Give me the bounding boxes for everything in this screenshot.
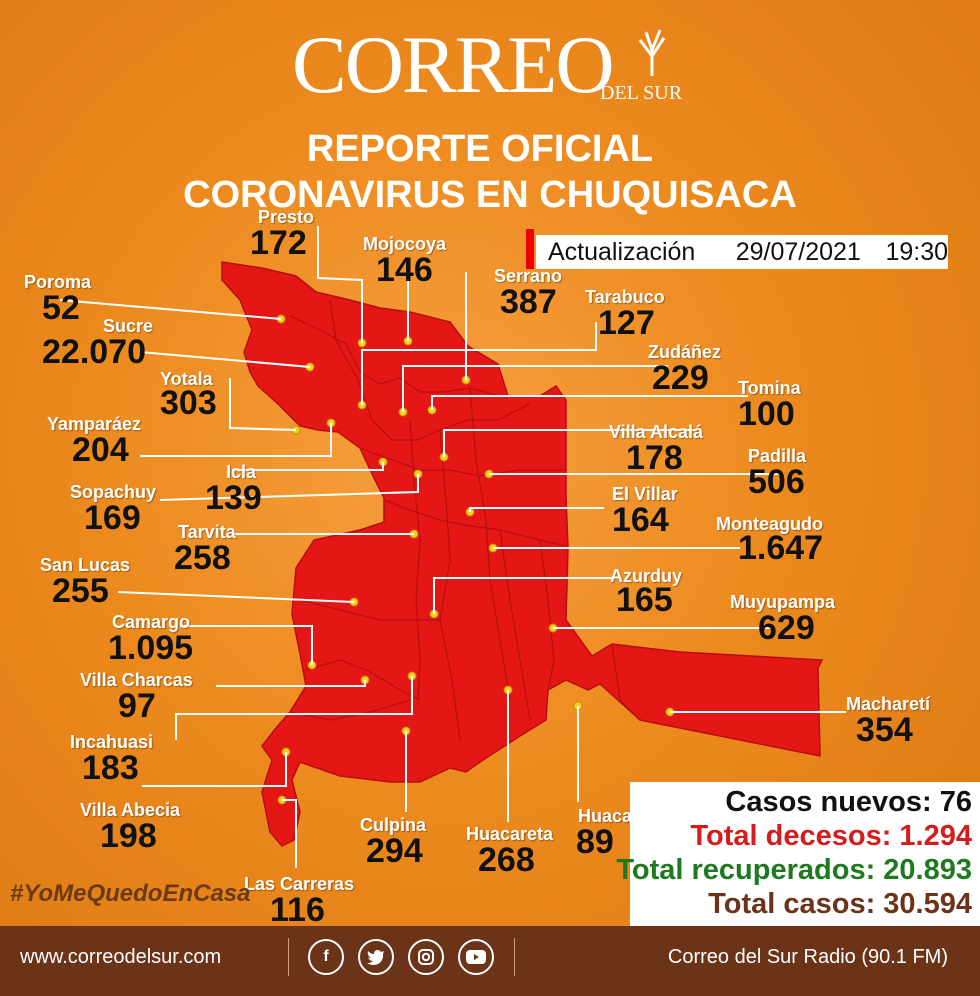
facebook-icon[interactable]: f [308, 939, 344, 975]
case-count: 506 [748, 463, 805, 501]
case-count: 164 [612, 501, 669, 539]
case-count: 89 [576, 823, 614, 861]
youtube-icon[interactable] [458, 939, 494, 975]
case-count: 100 [738, 395, 795, 433]
place-label: Huacareta [466, 824, 554, 844]
new-cases-text: Casos nuevos: 76 [725, 786, 972, 818]
place-label: San Lucas [40, 555, 131, 575]
case-count: 52 [42, 289, 80, 327]
case-count: 268 [478, 841, 535, 879]
recovered-text: Total recuperados: 20.893 [616, 854, 972, 886]
case-count: 629 [758, 609, 815, 647]
place-label: Villa Alcalá [609, 422, 704, 442]
place-label: Icla [226, 462, 257, 482]
total-cases-text: Total casos: 30.594 [708, 888, 972, 920]
place-label: Tomina [738, 378, 801, 398]
place-label: Mojocoya [363, 234, 447, 254]
case-count: 354 [856, 711, 913, 749]
place-label: Presto [258, 207, 315, 227]
twitter-icon[interactable] [358, 939, 394, 975]
brand-name: CORREO [292, 19, 615, 110]
radio-info: Correo del Sur Radio (90.1 FM) [667, 946, 948, 968]
case-count: 97 [118, 687, 156, 725]
case-count: 387 [500, 283, 557, 321]
totals-panel: Casos nuevos: 76 Total decesos: 1.294 To… [616, 782, 980, 927]
case-count: 255 [52, 572, 109, 610]
place-label: Culpina [360, 815, 426, 835]
case-count: 204 [72, 431, 129, 469]
case-count: 178 [626, 439, 683, 477]
place-label: Serrano [494, 266, 563, 286]
case-count: 183 [82, 749, 139, 787]
place-label: Villa Abecia [80, 800, 181, 820]
report-title: REPORTE OFICIAL [306, 128, 654, 170]
instagram-icon[interactable] [408, 939, 444, 975]
deaths-text: Total decesos: 1.294 [690, 820, 972, 852]
place-label: Muyupampa [730, 592, 836, 612]
leaf-icon [638, 29, 666, 76]
place-label: Villa Charcas [80, 670, 193, 690]
footer-bar: www.correodelsur.com f Correo del Sur Ra… [0, 926, 980, 996]
place-label: Tarvita [178, 522, 236, 542]
case-count: 1.095 [108, 629, 194, 667]
place-label: El Villar [612, 484, 678, 504]
case-count: 139 [205, 479, 262, 517]
case-count: 172 [250, 224, 307, 262]
case-count: 1.647 [738, 529, 824, 567]
case-count: 116 [270, 891, 325, 929]
case-count: 258 [174, 539, 231, 577]
brand-logo: CORREO DEL SUR [292, 20, 712, 110]
place-label: Macharetí [846, 694, 931, 714]
case-count: 229 [652, 359, 709, 397]
brand-subtitle: DEL SUR [600, 82, 683, 104]
place-label: Sopachuy [70, 482, 157, 502]
case-count: 165 [616, 581, 673, 619]
update-label: Actualización [548, 237, 696, 266]
divider [288, 938, 289, 976]
case-count: 303 [160, 384, 217, 422]
place-label: Monteagudo [716, 514, 823, 534]
place-label: Poroma [24, 272, 92, 292]
case-count: 22.070 [42, 333, 146, 371]
update-time: 19:30 [885, 237, 948, 266]
place-label: Yamparáez [47, 414, 142, 434]
map-north-region [221, 261, 824, 847]
place-label: Incahuasi [70, 732, 154, 752]
update-flag [526, 229, 534, 269]
place-label: Azurduy [610, 566, 682, 586]
divider [514, 938, 515, 976]
place-label: Las Carreras [244, 874, 355, 894]
update-banner: Actualización 29/07/2021 19:30 [526, 229, 948, 269]
place-label: Zudáñez [648, 342, 722, 362]
case-count: 127 [598, 304, 655, 342]
place-label: Padilla [748, 446, 807, 466]
case-count: 169 [84, 499, 141, 537]
case-count: 294 [366, 832, 423, 870]
place-label: Camargo [112, 612, 191, 632]
report-subtitle: CORONAVIRUS EN CHUQUISACA [183, 174, 797, 216]
case-count: 146 [376, 251, 433, 289]
hashtag: #YoMeQuedoEnCasa [10, 880, 251, 907]
update-date: 29/07/2021 [735, 237, 861, 266]
place-label: Tarabuco [585, 287, 665, 307]
place-label: Yotala [160, 369, 213, 389]
website-link[interactable]: www.correodelsur.com [20, 946, 222, 968]
place-label: Sucre [103, 316, 154, 336]
case-count: 198 [100, 817, 157, 855]
